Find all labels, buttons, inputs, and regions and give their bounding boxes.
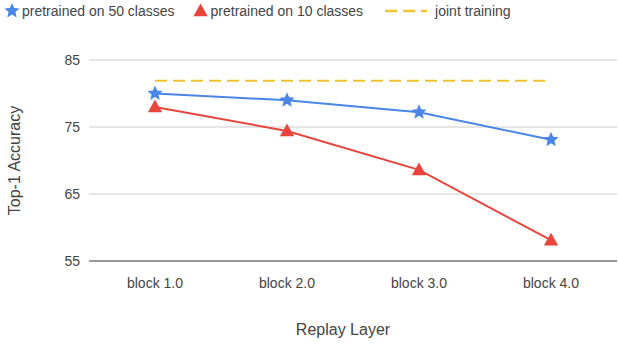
- x-tick-label: block 3.0: [391, 275, 447, 291]
- point-marker: [147, 86, 162, 100]
- legend-marker: [193, 4, 207, 17]
- legend-label: pretrained on 10 classes: [211, 3, 364, 19]
- series-line: [155, 80, 551, 82]
- x-tick-label: block 1.0: [127, 275, 183, 291]
- x-tick-label: block 4.0: [523, 275, 579, 291]
- x-axis-label: Replay Layer: [296, 321, 391, 338]
- legend-line: [385, 10, 427, 13]
- point-marker: [412, 162, 426, 175]
- grid-line: [89, 261, 617, 262]
- y-tick-label: 55: [64, 253, 80, 269]
- chart-container: 55 65 75 85 block 1.0 block 2.0 block 3.0 block…: [0, 0, 618, 344]
- point-marker: [544, 233, 558, 246]
- legend-marker: [4, 3, 19, 17]
- grid-line: [89, 60, 617, 61]
- y-tick-label: 65: [64, 186, 80, 202]
- grid-line: [89, 127, 617, 128]
- point-marker: [411, 104, 426, 118]
- legend-label: joint training: [434, 3, 511, 19]
- series-line: [155, 107, 551, 240]
- grid-line: [89, 194, 617, 195]
- data-group: [147, 81, 558, 246]
- y-tick-label: 75: [64, 119, 80, 135]
- x-tick-label: block 2.0: [259, 275, 315, 291]
- legend-label: pretrained on 50 classes: [22, 3, 175, 19]
- point-marker: [148, 99, 162, 112]
- point-marker: [280, 124, 294, 137]
- point-marker: [543, 132, 558, 146]
- point-marker: [279, 92, 294, 106]
- series-line: [155, 94, 551, 140]
- chart-svg: 55 65 75 85 block 1.0 block 2.0 block 3.0 block…: [0, 0, 618, 344]
- y-tick-label: 85: [64, 52, 80, 68]
- y-axis-label: Top-1 Accuracy: [6, 106, 23, 215]
- legend: pretrained on 50 classes pretrained on 10…: [4, 3, 510, 19]
